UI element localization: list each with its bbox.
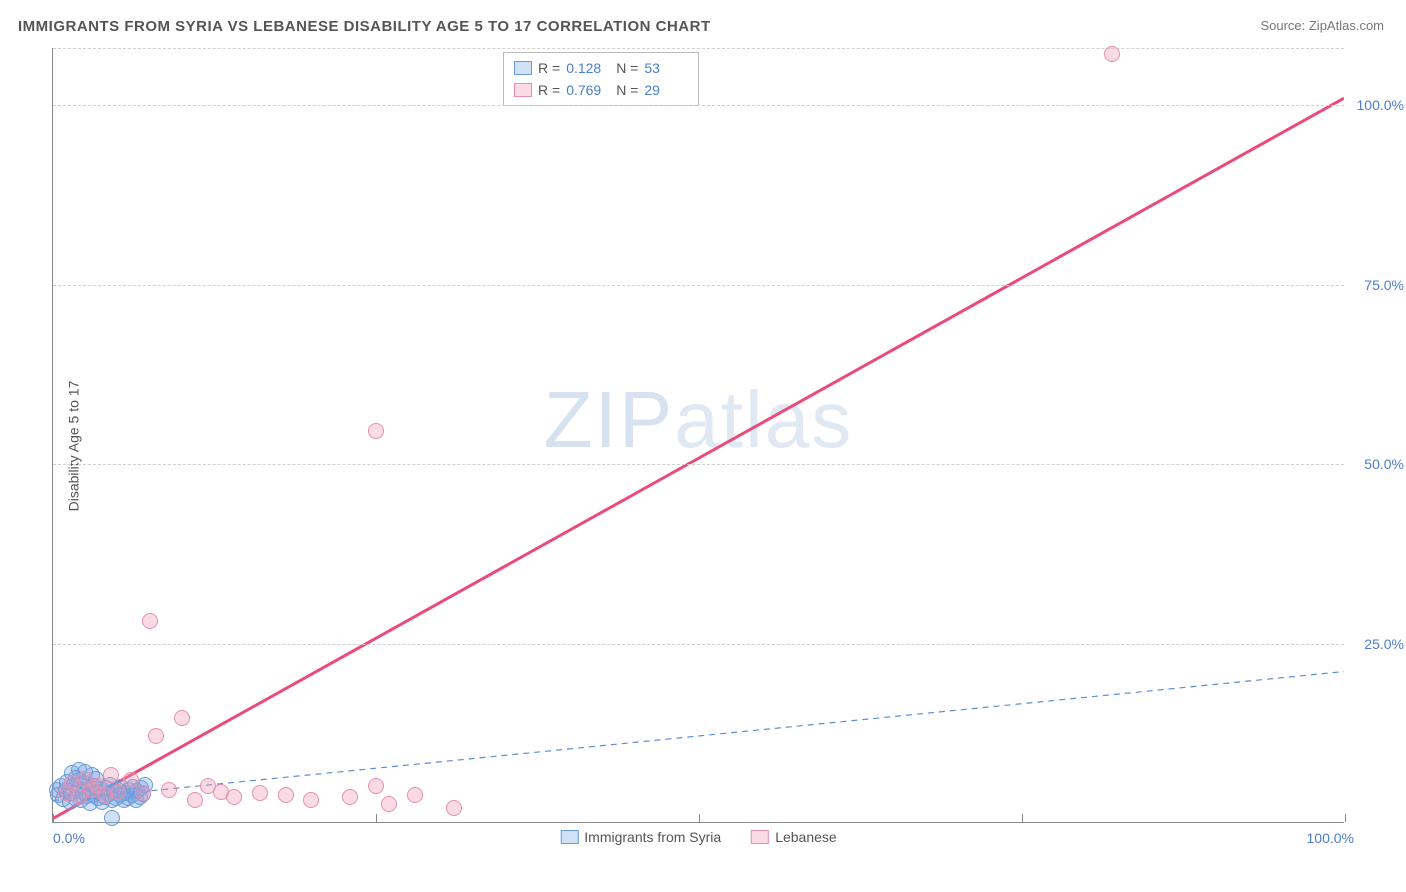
data-point xyxy=(174,710,190,726)
data-point xyxy=(161,782,177,798)
legend-row: R = 0.769 N = 29 xyxy=(514,79,688,101)
legend-n-value: 29 xyxy=(644,79,688,101)
source-label: Source: ZipAtlas.com xyxy=(1260,18,1384,33)
y-tick-label: 25.0% xyxy=(1364,636,1404,652)
legend-n-label: N = xyxy=(616,57,638,79)
data-point xyxy=(303,792,319,808)
legend-r-value: 0.769 xyxy=(566,79,610,101)
x-tick-label: 0.0% xyxy=(53,830,85,846)
legend-n-value: 53 xyxy=(644,57,688,79)
data-point xyxy=(104,810,120,826)
watermark: ZIPatlas xyxy=(544,374,853,466)
series-legend-item: Immigrants from Syria xyxy=(560,826,721,848)
data-point xyxy=(407,787,423,803)
data-point xyxy=(1104,46,1120,62)
stats-legend: R = 0.128 N = 53 R = 0.769 N = 29 xyxy=(503,52,699,106)
data-point xyxy=(342,789,358,805)
legend-swatch xyxy=(751,830,769,844)
data-point xyxy=(226,789,242,805)
data-point xyxy=(110,784,126,800)
legend-r-label: R = xyxy=(538,79,560,101)
x-tick-label: 100.0% xyxy=(1307,830,1354,846)
data-point xyxy=(368,778,384,794)
gridline xyxy=(53,644,1344,645)
trend-line xyxy=(53,98,1344,818)
y-tick-label: 50.0% xyxy=(1364,456,1404,472)
y-tick-label: 100.0% xyxy=(1357,97,1404,113)
data-point xyxy=(142,613,158,629)
legend-swatch xyxy=(514,61,532,75)
series-legend: Immigrants from Syria Lebanese xyxy=(560,826,836,848)
series-legend-label: Lebanese xyxy=(775,826,837,848)
legend-swatch xyxy=(514,83,532,97)
data-point xyxy=(381,796,397,812)
y-tick-label: 75.0% xyxy=(1364,277,1404,293)
data-point xyxy=(187,792,203,808)
data-point xyxy=(148,728,164,744)
legend-n-label: N = xyxy=(616,79,638,101)
trend-line xyxy=(53,672,1344,801)
data-point xyxy=(135,785,151,801)
series-legend-item: Lebanese xyxy=(751,826,837,848)
plot-area: ZIPatlas R =0.128N =53R =0.769N =29 Immi… xyxy=(52,48,1344,823)
x-tick xyxy=(1022,814,1023,822)
data-point xyxy=(446,800,462,816)
x-tick xyxy=(1345,814,1346,822)
trend-lines xyxy=(53,48,1344,822)
series-legend-label: Immigrants from Syria xyxy=(584,826,721,848)
data-point xyxy=(103,767,119,783)
data-point xyxy=(252,785,268,801)
chart-title: IMMIGRANTS FROM SYRIA VS LEBANESE DISABI… xyxy=(18,18,711,35)
x-tick xyxy=(376,814,377,822)
legend-r-label: R = xyxy=(538,57,560,79)
legend-r-value: 0.128 xyxy=(566,57,610,79)
legend-swatch xyxy=(560,830,578,844)
gridline xyxy=(53,48,1344,49)
gridline xyxy=(53,105,1344,106)
gridline xyxy=(53,464,1344,465)
gridline xyxy=(53,285,1344,286)
data-point xyxy=(368,423,384,439)
data-point xyxy=(123,772,139,788)
data-point xyxy=(278,787,294,803)
x-tick xyxy=(699,814,700,822)
x-tick xyxy=(53,814,54,822)
legend-row: R = 0.128 N = 53 xyxy=(514,57,688,79)
